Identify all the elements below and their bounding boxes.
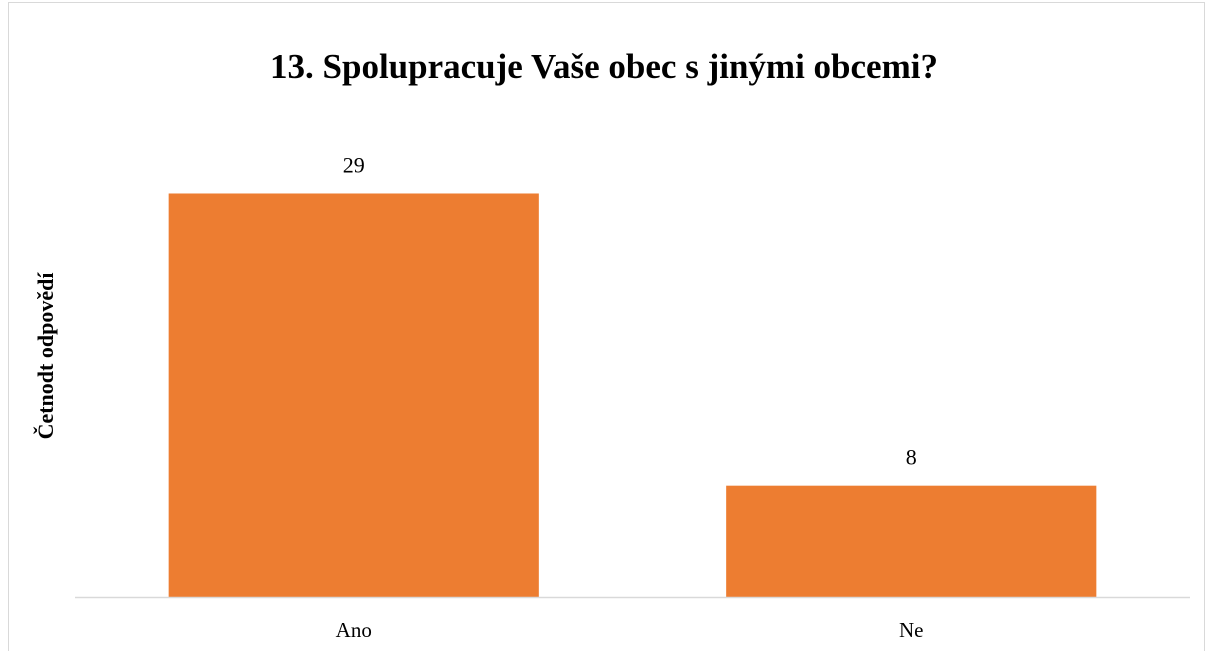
bar <box>726 485 1097 597</box>
bar <box>168 193 539 597</box>
x-tick-label: Ano <box>336 618 372 642</box>
x-tick-label: Ne <box>899 618 924 642</box>
chart-title: 13. Spolupracuje Vaše obec s jinými obce… <box>270 47 938 86</box>
data-label: 8 <box>906 445 917 470</box>
data-label: 29 <box>343 153 365 178</box>
y-axis-label: Četnodt odpovědí <box>33 272 58 440</box>
